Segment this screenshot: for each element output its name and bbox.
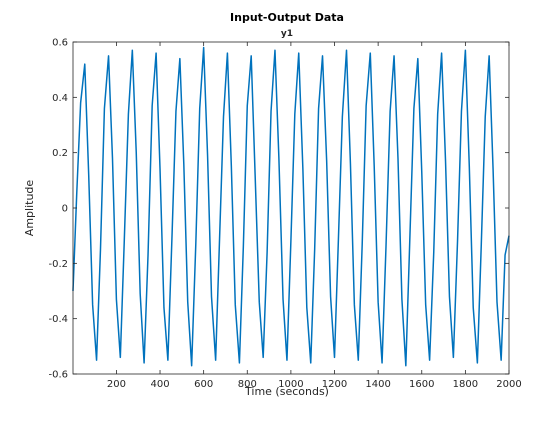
- y-axis-label: Amplitude: [23, 180, 36, 237]
- x-tick-label: 1800: [453, 379, 478, 390]
- series-line-y1: [72, 46, 510, 367]
- x-tick-label: 2000: [496, 379, 521, 390]
- x-tick-label: 1000: [278, 379, 303, 390]
- y-tick-label: -0.4: [48, 314, 68, 325]
- chart-title: Input-Output Data: [230, 11, 344, 24]
- x-axis-label: Time (seconds): [244, 385, 329, 398]
- y-tick-label: -0.6: [48, 370, 68, 381]
- x-tick-label: 600: [194, 379, 213, 390]
- x-tick-label: 400: [150, 379, 169, 390]
- y-tick-label: 0.6: [52, 38, 68, 49]
- x-tick-label: 1200: [322, 379, 347, 390]
- y-tick-label: -0.2: [48, 259, 68, 270]
- y-tick-label: 0.2: [52, 148, 68, 159]
- x-axis: 200 400 600 800 1000 1200 1400 1600 1800 2000: [107, 42, 522, 390]
- y-axis: -0.6 -0.4 -0.2 0 0.2 0.4 0.6: [48, 38, 509, 381]
- y-tick-label: 0: [62, 204, 68, 215]
- y-tick-label: 0.4: [52, 93, 68, 104]
- x-tick-label: 200: [107, 379, 126, 390]
- x-tick-label: 800: [238, 379, 257, 390]
- series-layer: [72, 46, 510, 367]
- chart-subtitle: y1: [281, 29, 293, 39]
- x-tick-label: 1400: [365, 379, 390, 390]
- x-tick-label: 1600: [409, 379, 434, 390]
